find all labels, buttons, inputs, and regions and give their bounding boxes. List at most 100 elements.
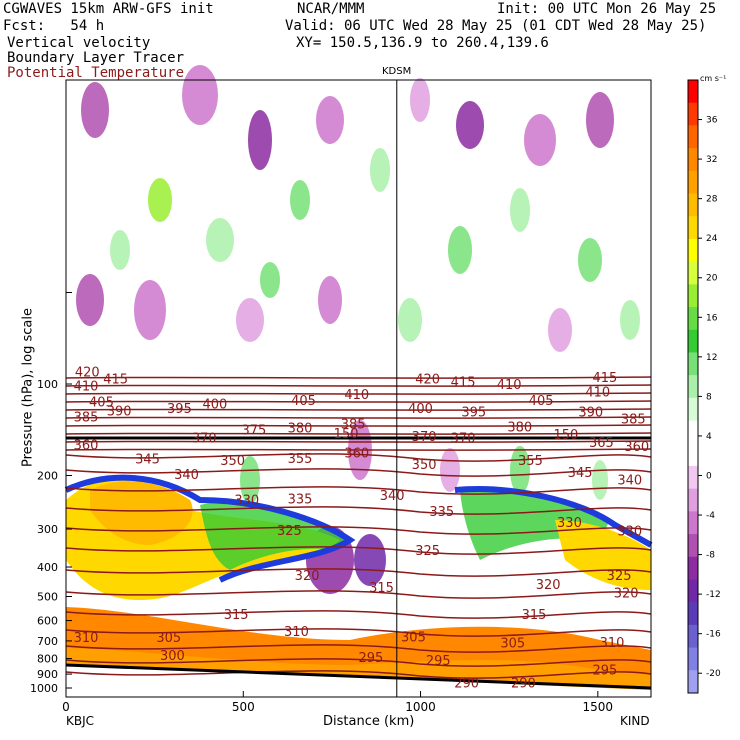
- svg-text:330: 330: [557, 516, 582, 531]
- theta-contour-label: 415: [451, 375, 476, 390]
- station-marker-label: KDSM: [382, 66, 412, 77]
- theta-contour-label: 370: [412, 430, 437, 445]
- theta-contour-label: 405: [529, 394, 554, 409]
- theta-contour-label: 380: [288, 421, 313, 436]
- colorbar-swatch: [688, 80, 698, 104]
- y-tick-label: 100: [37, 378, 58, 391]
- theta-contour-label: 410: [497, 378, 522, 393]
- theta-contour-label: 330: [617, 524, 642, 539]
- svg-text:340: 340: [617, 473, 642, 488]
- theta-contour-label: 415: [592, 371, 617, 386]
- colorbar-swatch: [688, 261, 698, 285]
- svg-text:325: 325: [415, 544, 440, 559]
- svg-text:325: 325: [277, 524, 302, 539]
- svg-text:150: 150: [334, 427, 359, 442]
- theta-contour-label: 405: [291, 394, 316, 409]
- theta-contour-label: 305: [500, 636, 525, 651]
- theta-contour-label: 390: [107, 404, 132, 419]
- colorbar-tick-label: 16: [706, 313, 718, 323]
- svg-text:315: 315: [522, 608, 547, 623]
- colorbar-tick-label: -4: [706, 511, 715, 521]
- plot-frame: [65, 79, 652, 698]
- colorbar-swatch: [688, 670, 698, 694]
- theta-contour-label: 385: [74, 411, 99, 426]
- left-endpoint-label: KBJC: [66, 714, 95, 728]
- boundary-layer-field: [64, 474, 653, 697]
- theta-contour-label: 300: [160, 649, 185, 664]
- colorbar-swatch: [688, 443, 698, 467]
- colorbar-tick-label: 0: [706, 471, 712, 481]
- theta-contour-label: 385: [341, 418, 366, 433]
- theta-contour-label: 380: [507, 421, 532, 436]
- svg-text:340: 340: [380, 489, 405, 504]
- cross-section-xy: XY= 150.5,136.9 to 260.4,139.6: [296, 35, 549, 51]
- theta-contour-label: 310: [74, 631, 99, 646]
- theta-contour-label: 295: [426, 654, 451, 669]
- svg-text:415: 415: [103, 373, 128, 388]
- x-tick-label: 1000: [405, 700, 436, 714]
- svg-text:325: 325: [607, 569, 632, 584]
- svg-text:355: 355: [288, 452, 313, 467]
- colorbar-swatch: [688, 579, 698, 603]
- theta-contour-label: 360: [74, 438, 99, 453]
- svg-text:315: 315: [224, 608, 249, 623]
- y-tick-label: 1000: [30, 682, 58, 695]
- y-tick-label: 600: [37, 615, 58, 628]
- colorbar-swatch: [688, 488, 698, 512]
- svg-text:410: 410: [344, 388, 369, 403]
- y-tick-label: 800: [37, 653, 58, 666]
- theta-contour-label: 340: [380, 489, 405, 504]
- svg-text:375: 375: [241, 423, 266, 438]
- theta-contour-label: 330: [557, 516, 582, 531]
- y-tick-label: 900: [37, 668, 58, 681]
- colorbar-swatch: [688, 556, 698, 580]
- colorbar-swatch: [688, 534, 698, 558]
- colorbar-swatch: [688, 624, 698, 649]
- theta-contour-label: 320: [536, 578, 561, 593]
- colorbar-swatch: [688, 420, 698, 444]
- svg-text:330: 330: [617, 524, 642, 539]
- svg-text:370: 370: [451, 432, 476, 447]
- center-name: NCAR/MMM: [297, 1, 365, 17]
- theta-contour-label: 340: [617, 473, 642, 488]
- svg-text:400: 400: [202, 398, 227, 413]
- svg-text:290: 290: [511, 677, 536, 692]
- colorbar-swatch: [688, 238, 698, 263]
- colorbar-swatch: [688, 647, 698, 671]
- colorbar-swatch: [688, 125, 698, 149]
- theta-contour-label: 305: [401, 630, 426, 645]
- svg-text:405: 405: [291, 394, 316, 409]
- theta-contour-label: 410: [585, 386, 610, 401]
- theta-contour-label: 305: [156, 631, 181, 646]
- colorbar-swatch: [688, 375, 698, 399]
- svg-text:415: 415: [451, 375, 476, 390]
- svg-text:420: 420: [415, 373, 440, 388]
- field-boundary-layer-tracer: Boundary Layer Tracer: [7, 50, 185, 66]
- theta-contour-label: 295: [358, 651, 383, 666]
- colorbar-tick-label: -16: [706, 630, 721, 640]
- theta-contour-label: 405: [89, 395, 114, 410]
- theta-contour-label: 150: [334, 427, 359, 442]
- theta-contour-label: 350: [220, 454, 245, 469]
- theta-contour-label: 385: [621, 413, 646, 428]
- y-tick-label: 300: [37, 523, 58, 536]
- colorbar-tick-label: 32: [706, 155, 717, 165]
- svg-text:390: 390: [107, 404, 132, 419]
- svg-text:405: 405: [89, 395, 114, 410]
- svg-text:305: 305: [156, 631, 181, 646]
- colorbar-swatch: [688, 193, 698, 217]
- svg-text:420: 420: [75, 366, 100, 381]
- svg-text:345: 345: [568, 466, 593, 481]
- colorbar-swatch: [688, 329, 698, 353]
- theta-contour-label: 315: [224, 608, 249, 623]
- svg-text:310: 310: [600, 636, 625, 651]
- colorbar-tick-label: 4: [706, 432, 712, 442]
- colorbar-tick-label: 8: [706, 392, 712, 402]
- theta-contour-label: 310: [600, 636, 625, 651]
- svg-text:370: 370: [412, 430, 437, 445]
- svg-text:385: 385: [621, 413, 646, 428]
- colorbar-tick-label: 20: [706, 274, 718, 284]
- colorbar-swatch: [688, 284, 698, 308]
- theta-contour-label: 420: [75, 366, 100, 381]
